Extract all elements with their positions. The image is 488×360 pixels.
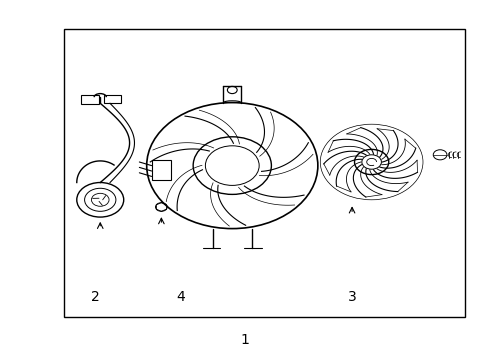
Text: 1: 1 [240,333,248,347]
Text: 3: 3 [347,290,356,304]
Bar [81,95,99,104]
Bar [63,29,464,317]
Bar [103,95,121,103]
Bar [151,160,171,180]
Text: 2: 2 [91,290,100,304]
Text: 4: 4 [176,290,185,304]
